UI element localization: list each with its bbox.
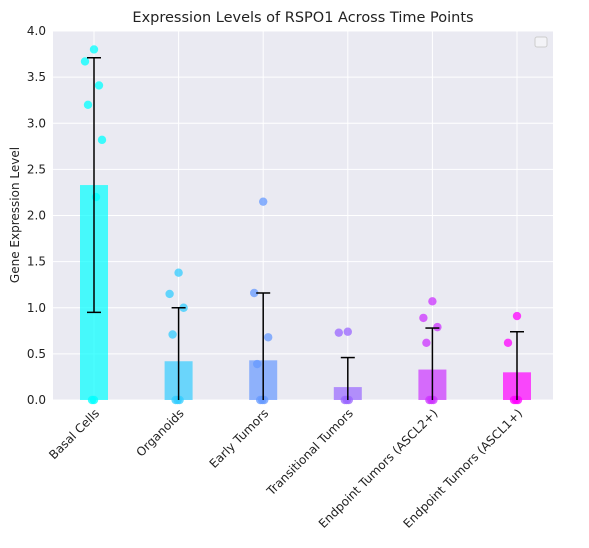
y-tick-label: 0.0 [27,393,46,407]
data-point [168,330,177,339]
data-point [344,395,353,405]
data-point [419,313,428,323]
data-point [250,288,259,298]
data-point [334,328,343,337]
y-tick-label: 2.5 [27,162,46,176]
y-tick-labels: 0.0 0.5 1.0 1.5 2.0 2.5 3.0 3.5 4.0 [27,24,46,407]
data-point [503,338,513,348]
data-point [174,268,183,277]
data-point [428,297,437,306]
data-point [165,289,174,299]
x-tick-labels: Basal Cells Organoids Early TumorsTransiti… [46,406,525,531]
x-tick-label: Early Tumors [207,406,272,471]
data-points [80,45,523,405]
data-point [94,81,104,90]
legend-box [534,36,548,48]
x-tick-label: Transitional Tumors [263,406,356,499]
y-tick-label: 1.0 [27,301,46,315]
data-point [429,395,438,405]
data-point [513,395,523,405]
data-point [264,333,273,342]
y-axis-label: Gene Expression Level [8,147,22,283]
chart-title: Expression Levels of RSPO1 Across Time P… [132,10,473,26]
data-point [253,359,262,369]
y-tick-label: 2.0 [27,209,46,223]
y-tick-label: 0.5 [27,347,46,361]
data-point [433,322,442,332]
error-bars [87,57,524,400]
data-point [97,135,107,145]
data-point [422,338,431,348]
data-point [343,327,352,336]
data-point [512,311,522,321]
y-tick-label: 4.0 [27,24,46,38]
data-point [89,395,99,405]
data-point [259,197,268,206]
x-tick-label: Organoids [133,406,186,459]
data-point [260,395,269,405]
y-tick-label: 3.0 [27,116,46,130]
y-tick-label: 1.5 [27,255,46,269]
data-point [89,45,99,54]
y-tick-label: 3.5 [27,70,46,84]
data-point [91,192,101,202]
x-tick-label: Basal Cells [46,406,102,462]
data-point [175,395,184,405]
data-point [83,100,93,110]
data-point [80,57,90,66]
